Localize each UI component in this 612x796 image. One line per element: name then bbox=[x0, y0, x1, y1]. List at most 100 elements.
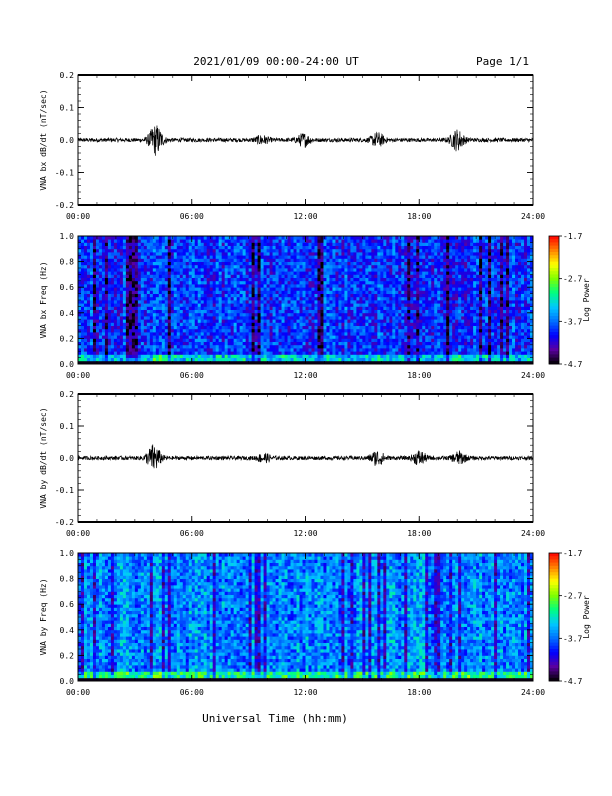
spectrogram-cell bbox=[359, 310, 362, 314]
spectrogram-cell bbox=[276, 246, 279, 250]
spectrogram-cell bbox=[362, 271, 365, 275]
spectrogram-cell bbox=[267, 294, 270, 298]
spectrogram-cell bbox=[401, 322, 404, 326]
spectrogram-cell bbox=[183, 284, 186, 288]
spectrogram-cell bbox=[153, 310, 156, 314]
spectrogram-cell bbox=[297, 335, 300, 339]
spectrogram-cell bbox=[359, 252, 362, 256]
spectrogram-cell bbox=[335, 258, 338, 262]
spectrogram-cell bbox=[341, 319, 344, 323]
spectrogram-cell bbox=[434, 265, 437, 269]
spectrogram-cell bbox=[252, 236, 255, 240]
spectrogram-cell bbox=[362, 281, 365, 285]
spectrogram-cell bbox=[210, 287, 213, 291]
spectrogram-cell bbox=[353, 310, 356, 314]
spectrogram-cell bbox=[308, 271, 311, 275]
spectrogram-cell bbox=[353, 338, 356, 342]
spectrogram-cell bbox=[237, 300, 240, 304]
spectrogram-cell bbox=[222, 351, 225, 355]
spectrogram-cell bbox=[288, 338, 291, 342]
spectrogram-cell bbox=[213, 271, 216, 275]
spectrogram-cell bbox=[294, 274, 297, 278]
spectrogram-cell bbox=[144, 310, 147, 314]
spectrogram-cell bbox=[192, 358, 195, 362]
spectrogram-cell bbox=[410, 335, 413, 339]
spectrogram-cell bbox=[159, 239, 162, 243]
spectrogram-cell bbox=[87, 278, 90, 282]
spectrogram-cell bbox=[240, 246, 243, 250]
spectrogram-cell bbox=[174, 239, 177, 243]
spectrogram-cell bbox=[147, 271, 150, 275]
spectrogram-cell bbox=[117, 252, 120, 256]
spectrogram-cell bbox=[234, 287, 237, 291]
spectrogram-cell bbox=[261, 265, 264, 269]
spectrogram-cell bbox=[141, 294, 144, 298]
spectrogram-cell bbox=[404, 255, 407, 259]
spectrogram-cell bbox=[222, 316, 225, 320]
spectrogram-cell bbox=[87, 326, 90, 330]
spectrogram-cell bbox=[162, 345, 165, 349]
spectrogram-cell bbox=[380, 287, 383, 291]
spectrogram-cell bbox=[320, 300, 323, 304]
spectrogram-cell bbox=[341, 278, 344, 282]
spectrogram-cell bbox=[407, 300, 410, 304]
spectrogram-cell bbox=[240, 278, 243, 282]
spectrogram-cell bbox=[323, 342, 326, 346]
spectrogram-cell bbox=[294, 258, 297, 262]
spectrogram-cell bbox=[225, 345, 228, 349]
spectrogram-cell bbox=[395, 262, 398, 266]
spectrogram-cell bbox=[422, 242, 425, 246]
spectrogram-cell bbox=[237, 268, 240, 272]
spectrogram-cell bbox=[123, 342, 126, 346]
spectrogram-cell bbox=[150, 236, 153, 240]
spectrogram-cell bbox=[141, 358, 144, 362]
spectrogram-cell bbox=[159, 300, 162, 304]
spectrogram-cell bbox=[359, 322, 362, 326]
spectrogram-cell bbox=[264, 338, 267, 342]
spectrogram-cell bbox=[317, 239, 320, 243]
spectrogram-cell bbox=[150, 354, 153, 358]
spectrogram-cell bbox=[350, 326, 353, 330]
spectrogram-cell bbox=[276, 348, 279, 352]
spectrogram-cell bbox=[183, 300, 186, 304]
spectrogram-cell bbox=[374, 313, 377, 317]
spectrogram-cell bbox=[425, 348, 428, 352]
spectrogram-cell bbox=[153, 358, 156, 362]
spectrogram-cell bbox=[99, 265, 102, 269]
spectrogram-cell bbox=[219, 262, 222, 266]
spectrogram-cell bbox=[386, 358, 389, 362]
spectrogram-cell bbox=[93, 300, 96, 304]
spectrogram-cell bbox=[228, 358, 231, 362]
spectrogram-cell bbox=[168, 338, 171, 342]
spectrogram-cell bbox=[386, 354, 389, 358]
spectrogram-cell bbox=[383, 322, 386, 326]
spectrogram-cell bbox=[78, 319, 81, 323]
spectrogram-cell bbox=[90, 265, 93, 269]
spectrogram-cell bbox=[201, 348, 204, 352]
spectrogram-cell bbox=[311, 278, 314, 282]
spectrogram-cell bbox=[380, 265, 383, 269]
spectrogram-cell bbox=[264, 345, 267, 349]
spectrogram-cell bbox=[198, 255, 201, 259]
spectrogram-cell bbox=[308, 265, 311, 269]
spectrogram-cell bbox=[314, 252, 317, 256]
spectrogram-cell bbox=[174, 255, 177, 259]
spectrogram-cell bbox=[171, 284, 174, 288]
spectrogram-cell bbox=[159, 274, 162, 278]
spectrogram-cell bbox=[156, 265, 159, 269]
spectrogram-cell bbox=[186, 351, 189, 355]
spectrogram-cell bbox=[249, 294, 252, 298]
spectrogram-cell bbox=[96, 297, 99, 301]
spectrogram-cell bbox=[306, 252, 309, 256]
spectrogram-cell bbox=[407, 255, 410, 259]
spectrogram-cell bbox=[267, 329, 270, 333]
spectrogram-cell bbox=[306, 332, 309, 336]
spectrogram-cell bbox=[389, 338, 392, 342]
spectrogram-cell bbox=[404, 345, 407, 349]
spectrogram-cell bbox=[392, 281, 395, 285]
spectrogram-cell bbox=[165, 313, 168, 317]
spectrogram-cell bbox=[255, 287, 258, 291]
spectrogram-cell bbox=[434, 249, 437, 253]
spectrogram-cell bbox=[338, 300, 341, 304]
spectrogram-cell bbox=[108, 274, 111, 278]
